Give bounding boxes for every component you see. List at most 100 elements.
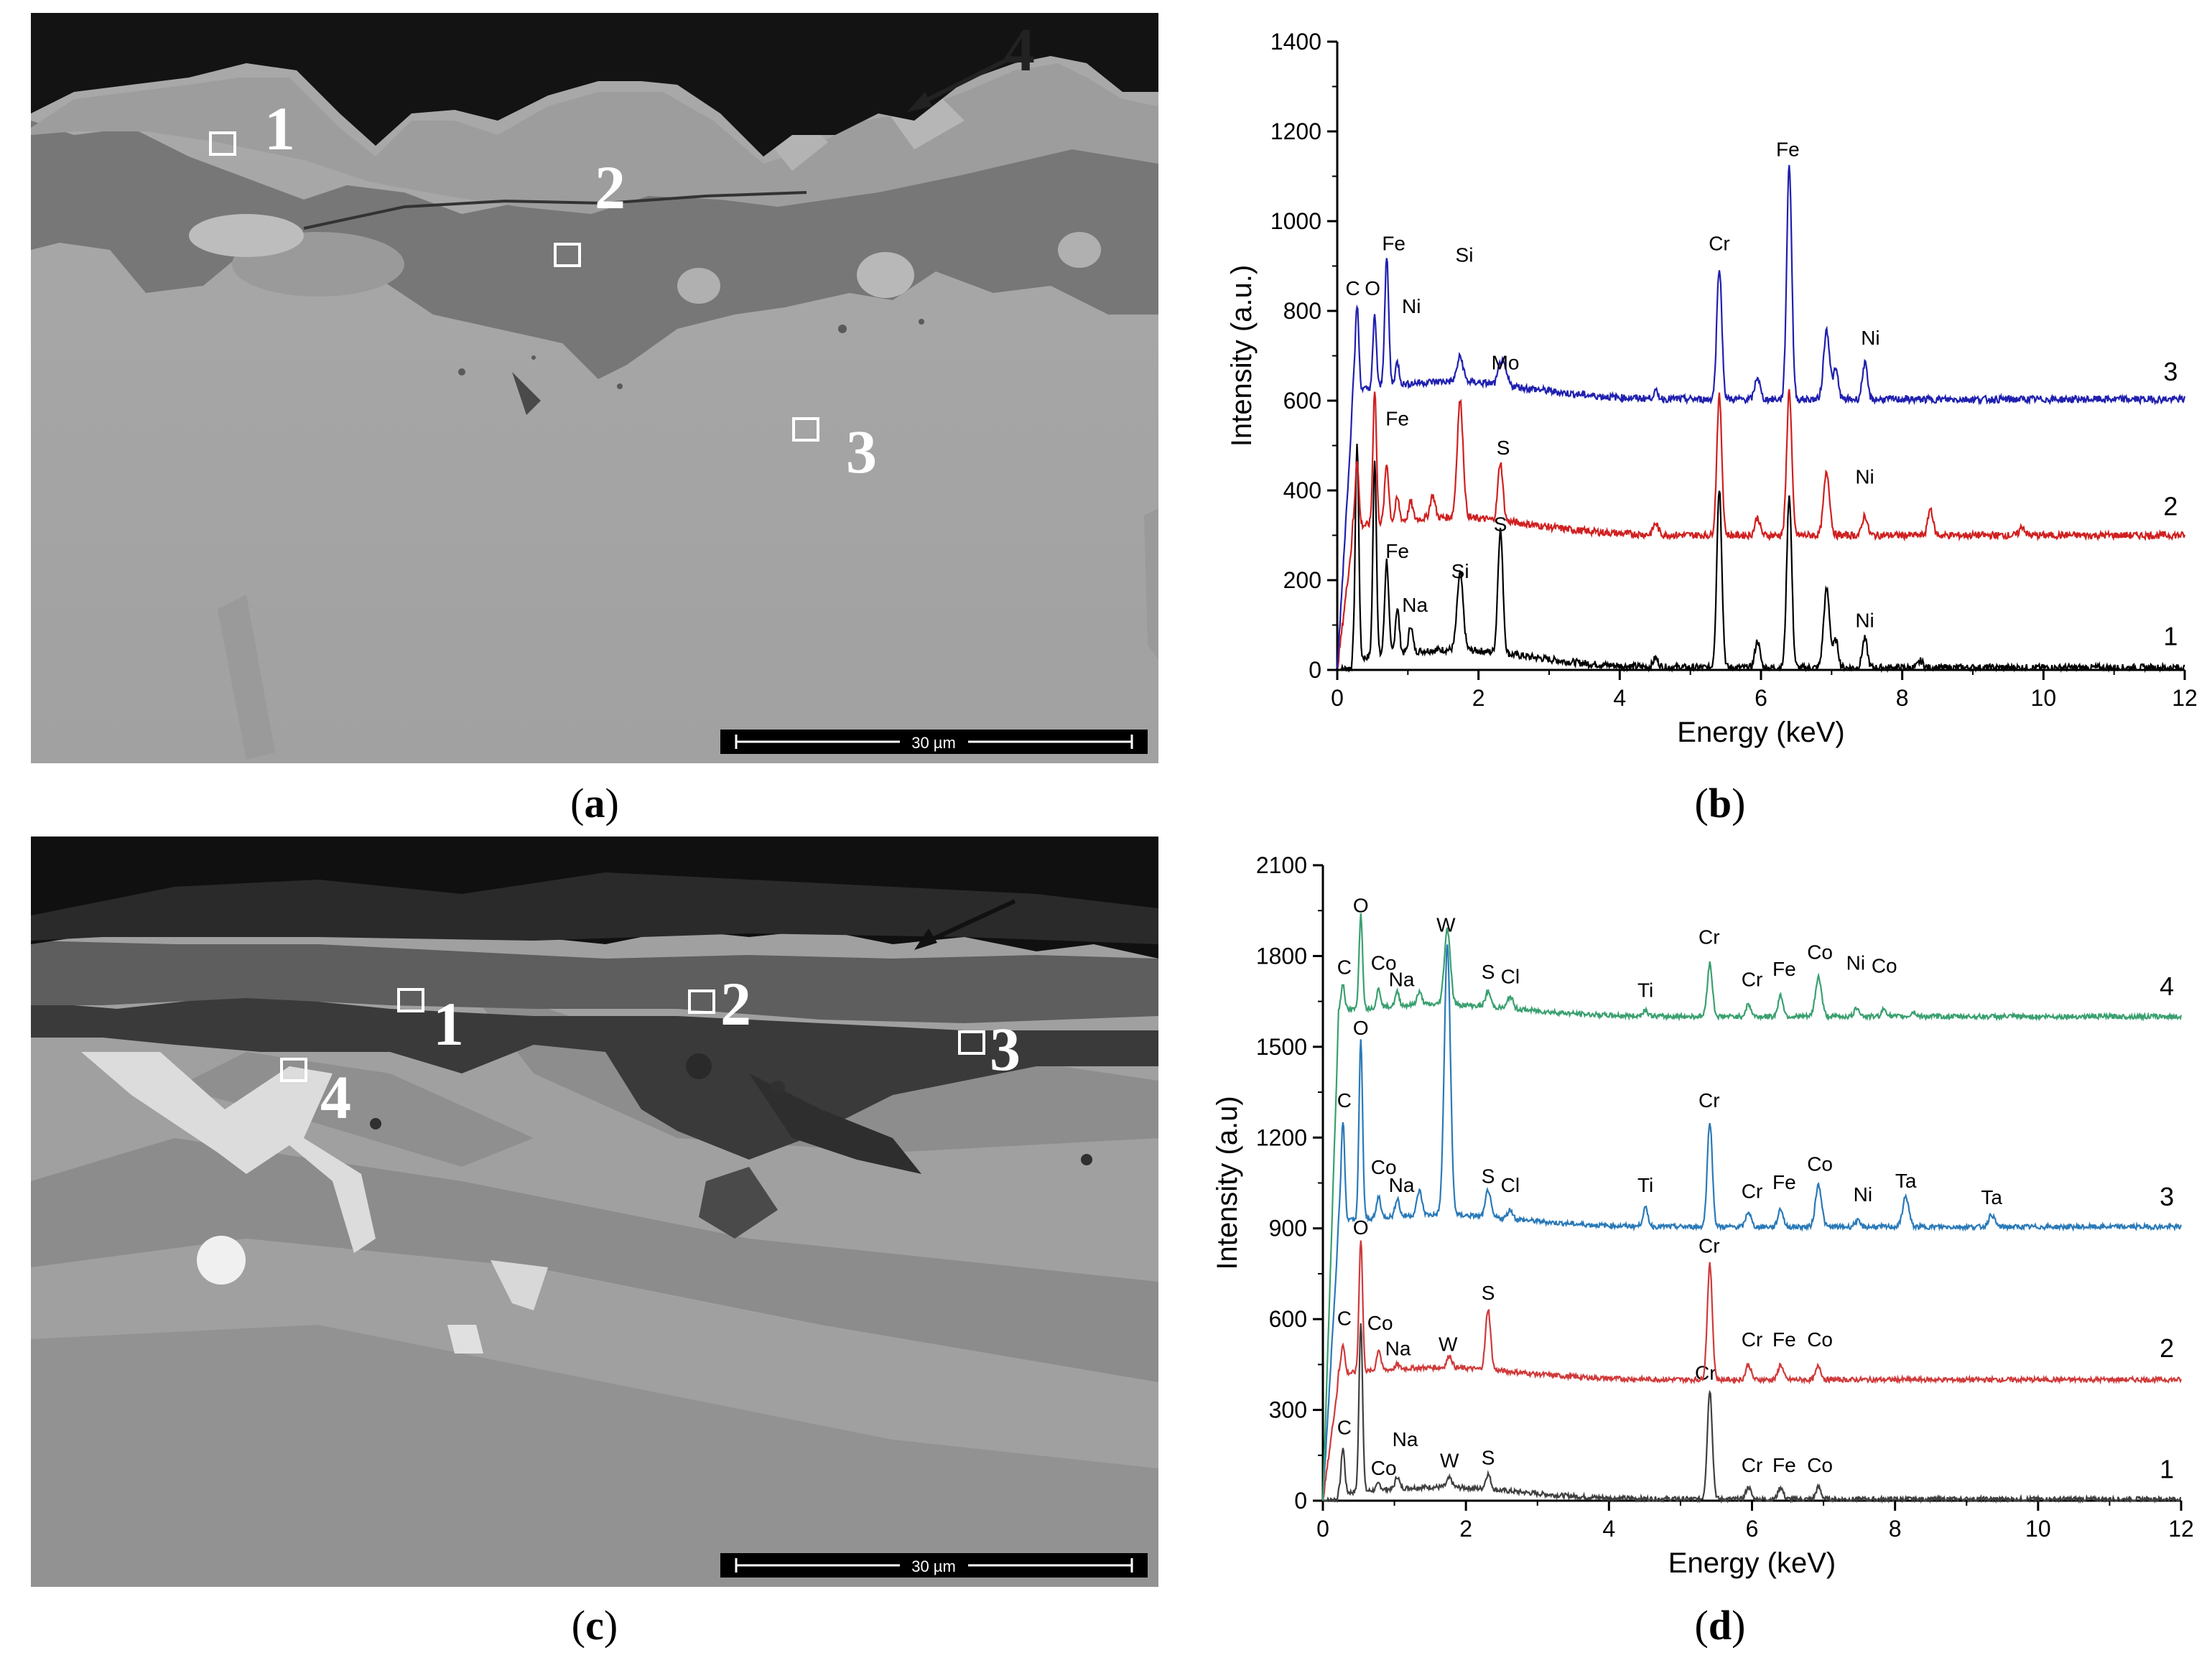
peak-label: Cr [1742, 1454, 1763, 1476]
y-tick-label: 1400 [1270, 29, 1321, 55]
y-tick-label: 900 [1269, 1216, 1307, 1241]
y-tick-label: 1200 [1270, 118, 1321, 144]
y-tick-label: 200 [1283, 567, 1321, 593]
y-tick-label: 1200 [1256, 1124, 1307, 1150]
peak-label: Co [1371, 1457, 1397, 1479]
peak-label: Co [1872, 955, 1897, 977]
y-tick-label: 0 [1294, 1488, 1307, 1514]
spectrum-line-3 [1321, 944, 2183, 1499]
site-marker-box [958, 1030, 985, 1055]
peak-label: Na [1393, 1428, 1418, 1450]
peak-label: Ta [1895, 1170, 1917, 1192]
site-marker-label: 3 [846, 417, 877, 486]
peak-label: Cr [1698, 926, 1720, 949]
peak-label: Co [1371, 951, 1397, 974]
spectrum-line-2 [1321, 1240, 2183, 1500]
peak-label: Na [1402, 594, 1428, 616]
peak-label: Cl [1501, 1174, 1520, 1196]
peak-label: Ti [1637, 979, 1653, 1001]
peak-label: O [1353, 1017, 1369, 1039]
peak-label: S [1482, 1446, 1495, 1468]
site-marker-label: 4 [1004, 15, 1035, 84]
site-marker-box [688, 989, 715, 1014]
site-marker-label: 1 [433, 989, 464, 1058]
peak-label: O [1353, 894, 1369, 916]
peak-label: Fe [1772, 1171, 1796, 1193]
panel-caption-a: (a) [570, 780, 619, 826]
peak-label: 4 [2160, 972, 2174, 1001]
peak-label: Ni [1855, 610, 1874, 632]
peak-label: O [1353, 1216, 1369, 1239]
site-marker-label: 1 [264, 94, 295, 163]
spectrum-line-3 [1336, 164, 2186, 668]
peak-label: Ni [1854, 1183, 1872, 1206]
site-marker-label: 2 [595, 153, 626, 222]
peak-label: 3 [2163, 357, 2178, 386]
y-tick-label: 400 [1283, 477, 1321, 503]
y-tick-label: 0 [1309, 657, 1321, 683]
x-tick-label: 2 [1459, 1516, 1472, 1542]
peak-label: W [1439, 1333, 1458, 1355]
peak-label: Ti [1637, 1174, 1653, 1196]
peak-label: Ni [1846, 951, 1865, 974]
peak-label: Cr [1698, 1089, 1720, 1112]
peak-label: Si [1451, 560, 1469, 582]
x-tick-label: 10 [2031, 685, 2057, 711]
x-tick-label: 0 [1316, 1516, 1329, 1542]
peak-label: Cr [1742, 1180, 1763, 1203]
site-marker-label: 3 [990, 1015, 1021, 1084]
peak-label: Co [1367, 1312, 1393, 1334]
peak-label: Fe [1385, 407, 1409, 429]
eds-chart-b: 0 200 400 600 800 1000 1200 1400 0 2 4 6 8 10 12 Energy… [1214, 13, 2205, 763]
peak-label: Ni [1855, 466, 1874, 488]
peak-label: W [1436, 914, 1456, 936]
y-tick-label: 600 [1283, 388, 1321, 414]
peak-label: 1 [2160, 1454, 2174, 1483]
peak-label: O [1365, 277, 1380, 299]
arrow-icon [920, 899, 1016, 946]
scale-bar-label: 30 µm [911, 734, 956, 752]
x-tick-label: 4 [1613, 685, 1626, 711]
panel-caption-d: (d) [1694, 1602, 1746, 1649]
peak-label: C [1337, 1416, 1352, 1438]
spectrum-line-2 [1337, 388, 2186, 668]
peak-label: 1 [2163, 622, 2178, 651]
x-tick-label: 4 [1602, 1516, 1615, 1542]
y-axis-label: Intensity (a.u.) [1226, 265, 1258, 447]
peak-label: Fe [1772, 1328, 1796, 1351]
spectrum-line-1 [1322, 1323, 2182, 1504]
y-tick-label: 1800 [1256, 943, 1307, 969]
peak-label: Co [1807, 1454, 1833, 1476]
peak-label: S [1482, 1165, 1495, 1188]
x-tick-label: 10 [2025, 1516, 2051, 1542]
site-marker-label: 4 [320, 1063, 351, 1132]
site-marker-box [280, 1058, 307, 1082]
peak-label: Na [1385, 1338, 1411, 1360]
x-tick-label: 12 [2172, 685, 2198, 711]
peak-label: C [1337, 1089, 1352, 1112]
peak-label: Co [1807, 1328, 1833, 1351]
peak-label: Fe [1772, 958, 1796, 980]
peak-label: 2 [2163, 491, 2178, 521]
x-tick-label: 12 [2168, 1516, 2194, 1542]
peak-label: S [1497, 437, 1510, 459]
spectrum-line-1 [1337, 443, 2185, 674]
panel-caption-b: (b) [1694, 780, 1746, 826]
panel-caption-c: (c) [571, 1602, 618, 1649]
eds-chart-d: 0 300 600 900 1200 1500 1800 2100 0 2 4 6 8 10 12 Energ… [1212, 844, 2205, 1590]
peak-label: Cr [1742, 1328, 1763, 1351]
arrow-icon [913, 57, 1009, 108]
peak-label: Fe [1382, 233, 1405, 255]
peak-label: C [1337, 1308, 1352, 1330]
peak-label: C [1346, 277, 1360, 299]
x-tick-label: 8 [1889, 1516, 1902, 1542]
y-axis-label: Intensity (a.u) [1214, 1096, 1243, 1269]
peak-label: Cr [1698, 1234, 1720, 1257]
y-tick-label: 300 [1269, 1397, 1307, 1423]
peak-label: Fe [1776, 138, 1800, 160]
peak-label: Ni [1402, 295, 1421, 317]
x-axis-label: Energy (keV) [1668, 1547, 1836, 1579]
peak-label: Mo [1492, 351, 1520, 373]
site-marker-box [554, 243, 581, 267]
peak-label: Ta [1981, 1186, 2002, 1208]
